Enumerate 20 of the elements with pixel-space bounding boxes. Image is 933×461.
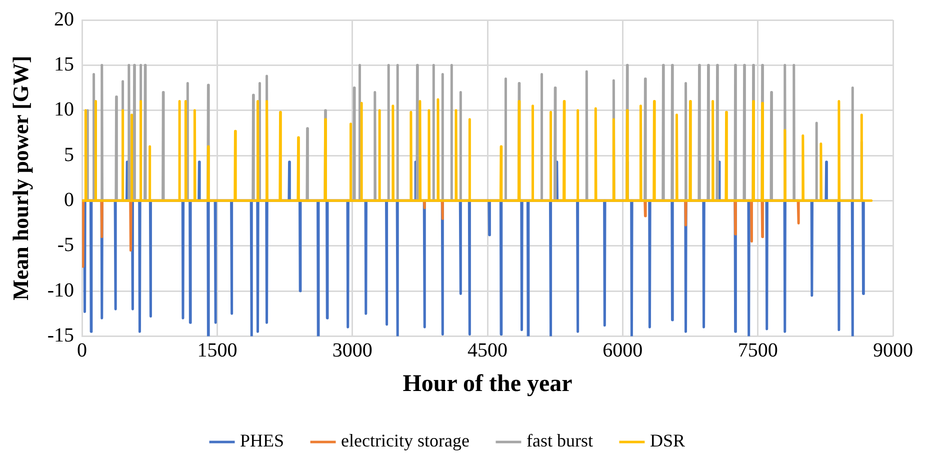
y-tick-label: -5 bbox=[57, 234, 74, 256]
x-tick-label: 9000 bbox=[873, 339, 913, 362]
y-axis-title: Mean hourly power [GW] bbox=[8, 56, 33, 300]
legend-label: electricity storage bbox=[341, 430, 470, 451]
y-tick-label: -10 bbox=[47, 279, 74, 302]
x-tick-label: 1500 bbox=[197, 339, 238, 362]
y-tick-label: 20 bbox=[54, 8, 74, 30]
x-tick-label: 7500 bbox=[738, 339, 778, 362]
legend-label: DSR bbox=[650, 430, 685, 451]
legend-label: fast burst bbox=[526, 430, 593, 451]
y-tick-label: 10 bbox=[54, 98, 74, 121]
x-tick-label: 6000 bbox=[602, 339, 643, 362]
y-tick-label: -15 bbox=[47, 324, 74, 346]
x-tick-label: 4500 bbox=[468, 339, 508, 362]
x-axis-title: Hour of the year bbox=[402, 370, 573, 397]
y-tick-label: 5 bbox=[64, 144, 74, 166]
y-tick-label: 0 bbox=[64, 188, 74, 211]
y-tick-label: 15 bbox=[54, 53, 74, 76]
x-tick-label: 3000 bbox=[332, 339, 372, 362]
legend-label: PHES bbox=[240, 430, 284, 451]
